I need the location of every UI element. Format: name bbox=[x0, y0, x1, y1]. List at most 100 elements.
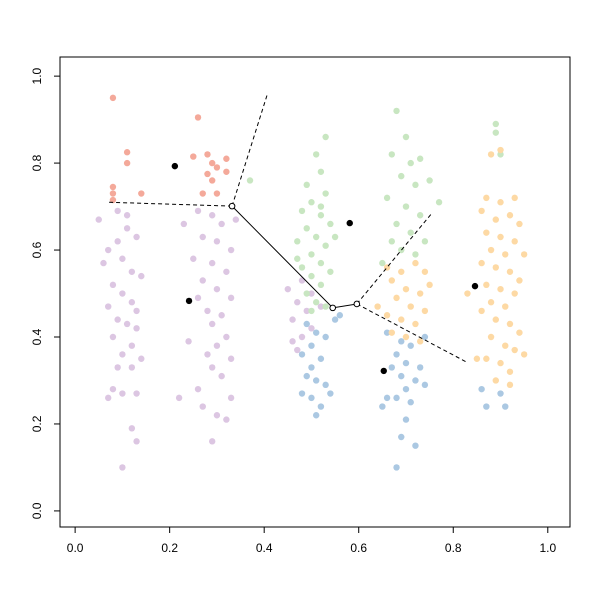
point bbox=[223, 168, 230, 175]
point bbox=[497, 285, 504, 293]
point bbox=[109, 281, 117, 289]
point bbox=[119, 290, 126, 297]
point bbox=[109, 196, 117, 204]
point bbox=[232, 216, 240, 223]
point bbox=[511, 290, 518, 297]
point bbox=[407, 342, 414, 349]
point bbox=[322, 190, 329, 197]
point bbox=[190, 255, 197, 262]
point bbox=[128, 364, 136, 371]
point bbox=[204, 307, 211, 315]
point bbox=[506, 268, 514, 275]
point bbox=[133, 438, 140, 445]
point bbox=[119, 390, 126, 397]
point bbox=[298, 351, 306, 358]
point bbox=[473, 355, 481, 362]
point bbox=[308, 342, 315, 349]
point bbox=[502, 303, 509, 310]
point bbox=[402, 285, 410, 293]
point bbox=[119, 351, 126, 358]
point bbox=[398, 433, 405, 441]
point bbox=[308, 307, 315, 315]
point bbox=[492, 316, 499, 323]
point bbox=[379, 403, 386, 410]
point bbox=[213, 412, 221, 419]
point bbox=[308, 199, 315, 206]
point bbox=[506, 381, 514, 389]
point bbox=[312, 151, 320, 158]
point bbox=[208, 212, 216, 219]
point bbox=[416, 212, 424, 219]
point bbox=[393, 351, 400, 358]
point bbox=[398, 338, 405, 345]
point bbox=[520, 351, 528, 358]
point bbox=[123, 212, 131, 219]
point bbox=[119, 464, 126, 471]
point bbox=[426, 281, 433, 289]
point bbox=[402, 333, 410, 341]
point bbox=[133, 307, 140, 315]
point bbox=[388, 329, 396, 336]
point bbox=[317, 355, 325, 362]
y-tick-label: 0.4 bbox=[30, 328, 44, 345]
point bbox=[114, 316, 121, 323]
point bbox=[412, 181, 419, 189]
point bbox=[393, 220, 400, 228]
point bbox=[123, 225, 131, 232]
point bbox=[218, 372, 225, 380]
point bbox=[298, 277, 306, 284]
point bbox=[171, 162, 179, 170]
point bbox=[218, 312, 225, 319]
point bbox=[388, 151, 396, 158]
point bbox=[317, 281, 325, 289]
point bbox=[407, 159, 414, 167]
point bbox=[308, 290, 315, 297]
edge bbox=[231, 95, 268, 207]
node bbox=[329, 304, 337, 312]
point bbox=[322, 133, 329, 141]
point bbox=[204, 170, 211, 178]
y-tick-label: 1.0 bbox=[30, 67, 44, 84]
edge bbox=[356, 212, 433, 305]
point bbox=[298, 390, 306, 397]
point bbox=[407, 229, 414, 236]
point bbox=[289, 316, 296, 323]
point bbox=[492, 129, 499, 136]
x-tick-label: 0.2 bbox=[161, 541, 178, 555]
point bbox=[303, 372, 310, 380]
point bbox=[289, 338, 296, 345]
point bbox=[416, 338, 424, 345]
point bbox=[487, 246, 495, 254]
point bbox=[114, 364, 121, 371]
point bbox=[213, 342, 221, 349]
point bbox=[520, 251, 528, 258]
point bbox=[109, 94, 117, 102]
point bbox=[308, 272, 315, 280]
point bbox=[227, 394, 235, 402]
point bbox=[138, 190, 145, 197]
point bbox=[379, 259, 386, 267]
point bbox=[213, 190, 221, 197]
point bbox=[109, 183, 117, 191]
point bbox=[223, 416, 230, 423]
point bbox=[317, 403, 325, 410]
point bbox=[119, 255, 126, 262]
point bbox=[388, 277, 396, 284]
point bbox=[478, 307, 485, 315]
point bbox=[123, 159, 131, 167]
point bbox=[303, 320, 310, 328]
x-tick-label: 0.0 bbox=[67, 541, 84, 555]
point bbox=[511, 194, 518, 202]
point bbox=[383, 394, 391, 402]
point bbox=[497, 390, 504, 397]
point bbox=[487, 333, 495, 341]
point bbox=[511, 238, 518, 245]
point bbox=[478, 385, 485, 393]
point bbox=[284, 285, 292, 293]
point bbox=[322, 303, 329, 310]
point bbox=[383, 329, 391, 336]
point bbox=[208, 364, 216, 371]
point bbox=[227, 246, 235, 254]
point bbox=[194, 207, 202, 215]
